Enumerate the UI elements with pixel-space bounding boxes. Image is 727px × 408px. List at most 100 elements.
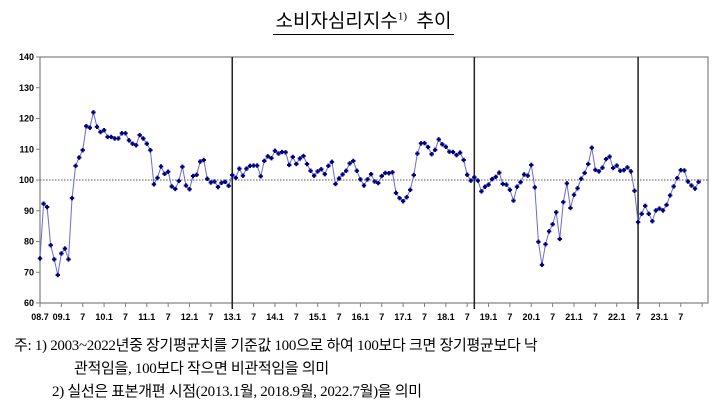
data-point-marker-v [519, 179, 522, 185]
data-point [425, 144, 431, 150]
data-point-marker-v [95, 124, 98, 130]
data-point-marker-v [654, 208, 657, 213]
data-point-marker-v [402, 199, 405, 204]
line-chart: 60 70 80 90 100 110 120 130 140 08.7 09.1 7 10.1 7 11.… [19, 52, 709, 322]
line-segment [409, 174, 415, 190]
data-point [411, 172, 416, 178]
x-tick-label: 7 [166, 312, 171, 322]
data-point-marker-v [537, 239, 540, 245]
data-point-marker-v [46, 204, 49, 210]
line-segment [149, 150, 155, 185]
line-segment [566, 183, 571, 209]
data-point-marker-v [113, 136, 116, 141]
line-segment [555, 212, 561, 240]
data-point-marker-v [516, 184, 519, 189]
data-point-marker-v [683, 168, 686, 173]
data-point [94, 124, 100, 130]
data-point-marker-v [601, 165, 604, 170]
data-point [287, 162, 292, 168]
data-point [493, 174, 498, 180]
data-point [137, 132, 142, 138]
data-point [514, 184, 520, 189]
data-point-marker-v [252, 163, 255, 168]
x-tick-label: 23.1 [651, 312, 669, 322]
data-point [386, 171, 392, 176]
x-tick-label: 19.1 [480, 312, 498, 322]
line-segment [630, 171, 636, 191]
data-point [415, 151, 420, 156]
data-point [237, 166, 242, 171]
data-point [554, 210, 559, 215]
data-point [119, 131, 125, 136]
data-point-marker-v [694, 186, 697, 191]
data-point-marker-v [476, 178, 479, 183]
data-point [518, 179, 523, 185]
data-point [130, 141, 135, 146]
data-point [379, 173, 384, 179]
data-point [465, 172, 470, 177]
x-tick-label: 7 [507, 312, 512, 322]
data-point-marker-v [270, 155, 273, 161]
data-point [532, 185, 538, 190]
data-point-marker-v [277, 151, 280, 156]
data-point [454, 152, 459, 158]
data-point [692, 186, 698, 191]
data-point-marker-v [316, 169, 319, 174]
data-point-marker-v [78, 155, 81, 160]
data-point-marker-v [152, 182, 155, 187]
data-point [400, 199, 406, 204]
data-point [101, 127, 107, 133]
data-point [475, 178, 481, 183]
data-point [55, 272, 60, 278]
data-point-marker-v [284, 150, 287, 155]
data-point [336, 176, 342, 181]
data-point-marker-v [448, 149, 451, 154]
y-tick-label: 130 [19, 83, 34, 93]
data-point [543, 242, 548, 247]
data-point [329, 159, 335, 165]
data-point [76, 155, 82, 160]
data-point [354, 168, 360, 173]
data-point [632, 188, 637, 193]
chart-title-text: 소비자심리지수1) 추이 [273, 11, 454, 35]
data-point [265, 154, 271, 159]
data-point [301, 153, 306, 159]
line-segment [71, 165, 77, 199]
data-point [657, 206, 662, 211]
line-segment [562, 183, 568, 203]
x-tick-label: 12.1 [181, 312, 199, 322]
data-point [215, 184, 221, 190]
x-tick-label: 13.1 [223, 312, 241, 322]
line-segment [50, 245, 55, 260]
line-segment [67, 198, 73, 260]
data-point [521, 172, 527, 177]
data-point [98, 129, 103, 135]
data-point [162, 171, 167, 177]
data-point [639, 211, 644, 217]
data-point-marker-v [56, 272, 59, 278]
data-point-marker-v [605, 156, 608, 162]
data-point [507, 187, 513, 193]
data-point-marker-v [658, 206, 661, 211]
data-point [643, 203, 648, 209]
data-point [664, 202, 669, 208]
title-main: 소비자심리지수 [275, 11, 398, 32]
data-point-marker-v [249, 163, 252, 169]
data-point [447, 149, 452, 154]
data-point-marker-v [473, 175, 476, 180]
data-point [73, 163, 78, 169]
data-point [226, 183, 231, 189]
y-tick-label: 110 [19, 144, 34, 154]
line-segment [53, 259, 59, 276]
data-point [689, 183, 694, 188]
data-point [393, 190, 399, 196]
data-point-marker-v [131, 141, 134, 146]
line-segment [92, 112, 98, 127]
data-point [450, 149, 456, 155]
data-point-marker-v [263, 158, 266, 164]
data-point-marker-v [291, 154, 294, 160]
data-point [294, 161, 299, 167]
data-point [628, 169, 634, 174]
data-point-marker-v [135, 143, 138, 148]
data-point [383, 170, 388, 176]
